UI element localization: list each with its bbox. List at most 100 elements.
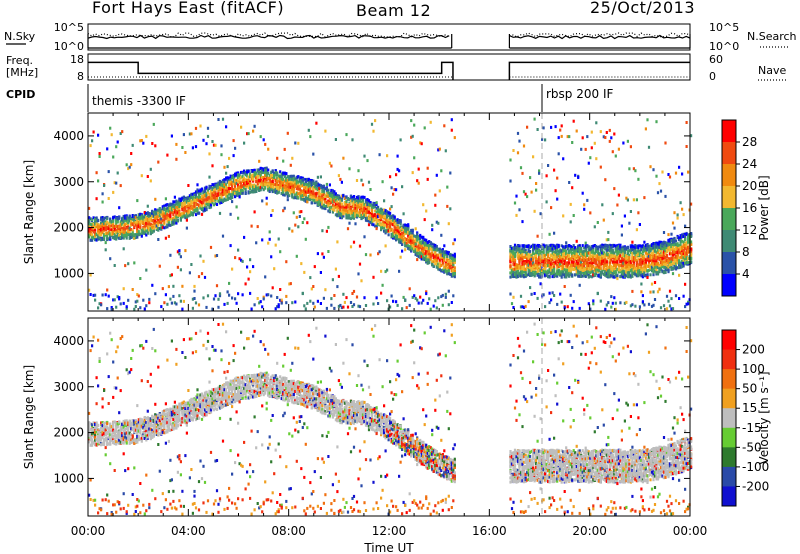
power-cell xyxy=(330,205,333,209)
power-cell xyxy=(128,233,131,237)
power-cell xyxy=(349,199,353,203)
power-cell xyxy=(340,180,343,184)
power-cell xyxy=(428,261,431,265)
power-cell xyxy=(289,185,292,189)
power-cell xyxy=(392,299,395,303)
power-cell xyxy=(246,181,249,185)
power-cell xyxy=(404,226,407,229)
power-cell xyxy=(252,183,255,187)
power-cell xyxy=(298,215,301,218)
power-cell xyxy=(181,196,184,200)
power-cell xyxy=(151,142,154,145)
power-cell xyxy=(422,255,425,259)
power-cell xyxy=(273,187,276,191)
power-cell xyxy=(312,190,315,194)
power-cell xyxy=(375,227,378,231)
power-cell xyxy=(218,199,222,203)
power-cell xyxy=(346,227,350,231)
power-cell xyxy=(306,190,309,194)
power-cell xyxy=(313,185,316,189)
power-cell xyxy=(264,174,267,177)
power-cell xyxy=(193,210,196,214)
power-cell xyxy=(262,297,265,301)
power-cell xyxy=(214,194,217,198)
power-cell xyxy=(386,215,389,219)
power-cell xyxy=(375,296,378,300)
power-cell xyxy=(112,298,115,302)
power-cell xyxy=(208,196,211,200)
power-cell xyxy=(173,301,176,305)
power-cell xyxy=(414,252,417,256)
power-cell xyxy=(432,248,435,252)
power-cell xyxy=(136,235,139,239)
power-cell xyxy=(361,183,365,187)
power-cell xyxy=(291,177,294,181)
power-cell xyxy=(404,223,407,227)
power-cell xyxy=(410,245,413,249)
power-cell xyxy=(185,212,188,216)
power-cell xyxy=(387,229,390,233)
power-cell xyxy=(387,233,390,237)
power-cell xyxy=(237,248,240,252)
power-cell xyxy=(241,179,244,183)
power-cell xyxy=(384,223,387,227)
power-cell xyxy=(185,218,188,222)
power-cell xyxy=(383,226,386,230)
power-cell xyxy=(142,220,145,224)
power-cell xyxy=(225,194,228,198)
power-cell xyxy=(367,215,371,219)
power-cell xyxy=(453,136,456,140)
power-cell xyxy=(533,209,536,213)
power-cell xyxy=(361,216,365,220)
power-cell xyxy=(238,192,241,195)
power-cell xyxy=(259,188,262,192)
power-cell xyxy=(562,214,565,218)
power-cell xyxy=(182,212,185,216)
power-cell xyxy=(319,205,322,209)
power-cell xyxy=(199,200,202,203)
power-cell xyxy=(312,187,315,191)
power-cell xyxy=(203,207,207,211)
power-cell xyxy=(343,203,346,207)
power-cell xyxy=(304,182,307,186)
power-cell xyxy=(297,192,300,196)
power-cell xyxy=(179,212,182,216)
power-cell xyxy=(413,156,416,160)
power-cell xyxy=(208,152,211,156)
power-cell xyxy=(395,230,398,234)
power-cell xyxy=(285,172,288,176)
power-cell xyxy=(271,170,274,174)
power-cell xyxy=(301,194,304,197)
power-cell xyxy=(124,218,127,222)
power-cell xyxy=(389,221,392,225)
power-cell xyxy=(404,237,407,241)
power-cell xyxy=(261,167,264,171)
power-cell xyxy=(209,189,213,193)
power-cell xyxy=(100,238,103,242)
power-cell xyxy=(313,201,316,205)
power-cell xyxy=(306,221,309,225)
power-cell xyxy=(244,179,247,183)
power-cell xyxy=(267,186,270,190)
power-cell xyxy=(447,222,450,226)
power-cell xyxy=(277,303,280,307)
power-cell xyxy=(530,292,533,296)
power-cell xyxy=(238,187,241,191)
power-cell xyxy=(223,183,226,187)
power-cell xyxy=(319,197,322,200)
power-cell xyxy=(145,134,148,138)
power-cell xyxy=(103,234,106,238)
power-cell xyxy=(330,197,333,201)
power-cell xyxy=(160,223,163,227)
power-cell xyxy=(318,189,321,193)
power-cell xyxy=(229,175,232,179)
power-cell xyxy=(97,234,100,238)
power-cell xyxy=(187,196,190,200)
power-cell xyxy=(384,214,387,218)
power-cell xyxy=(372,129,375,133)
power-cell xyxy=(265,196,268,200)
power-cell xyxy=(428,258,431,262)
power-cell xyxy=(202,209,205,213)
power-cell xyxy=(234,191,237,195)
power-cell xyxy=(297,182,300,186)
